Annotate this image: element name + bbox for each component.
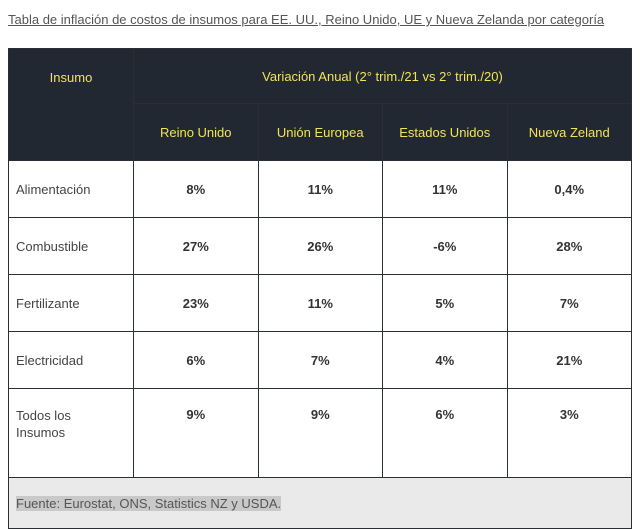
value-cell: 9% (257, 388, 383, 478)
source: Fuente: Eurostat, ONS, Statistics NZ y U… (16, 495, 282, 511)
value-cell: 0,4% (506, 160, 632, 218)
row-label-cell: Todos los Insumos (8, 388, 134, 478)
column-header: Estados Unidos (382, 103, 508, 161)
table-row: Todos los Insumos 9% 9% 6% 3% (8, 388, 632, 478)
column-header: Reino Unido (133, 103, 259, 161)
value-cell: 4% (382, 331, 508, 389)
value-cell: 11% (257, 160, 383, 218)
group-header: Variación Anual (2° trim./21 vs 2° trim.… (133, 48, 632, 104)
value-cell: 23% (133, 274, 259, 332)
row-label-cell: Fertilizante (8, 274, 134, 332)
column-header: Nueva Zeland (506, 103, 632, 161)
value-cell: 6% (382, 388, 508, 478)
row-label: Combustible (16, 238, 89, 254)
row-label-cell: Alimentación (8, 160, 134, 218)
value-cell: 6% (133, 331, 259, 389)
value-cell: 7% (506, 274, 632, 332)
value-cell: 26% (257, 217, 383, 275)
value-cell: -6% (382, 217, 508, 275)
table-row: Fertilizante 23% 11% 5% 7% (8, 274, 632, 332)
value-cell: 28% (506, 217, 632, 275)
column-header: Unión Europea (257, 103, 383, 161)
title: Tabla de inflación de costos de insumos … (8, 12, 605, 27)
table-row: Alimentación 8% 11% 11% 0,4% (8, 160, 632, 218)
value-cell: 21% (506, 331, 632, 389)
row-label: Fertilizante (16, 295, 80, 311)
row-label-cell: Combustible (8, 217, 134, 275)
row-label-cell: Electricidad (8, 331, 134, 389)
value-cell: 7% (257, 331, 383, 389)
value-cell: 8% (133, 160, 259, 218)
row-label: Alimentación (16, 181, 91, 197)
page: Tabla de inflación de costos de insumos … (8, 12, 632, 529)
value-cell: 9% (133, 388, 259, 478)
row-label: Todos los Insumos (16, 408, 71, 440)
value-cell: 27% (133, 217, 259, 275)
value-cell: 11% (257, 274, 383, 332)
row-label: Electricidad (16, 352, 84, 368)
table-row: Combustible 27% 26% -6% 28% (8, 217, 632, 275)
table-row: Electricidad 6% 7% 4% 21% (8, 331, 632, 389)
inflation-table: Insumo Variación Anual (2° trim./21 vs 2… (8, 48, 632, 529)
value-cell: 3% (506, 388, 632, 478)
value-cell: 5% (382, 274, 508, 332)
value-cell: 11% (382, 160, 508, 218)
source-cell: Fuente: Eurostat, ONS, Statistics NZ y U… (8, 477, 632, 529)
corner-header: Insumo (8, 48, 134, 161)
